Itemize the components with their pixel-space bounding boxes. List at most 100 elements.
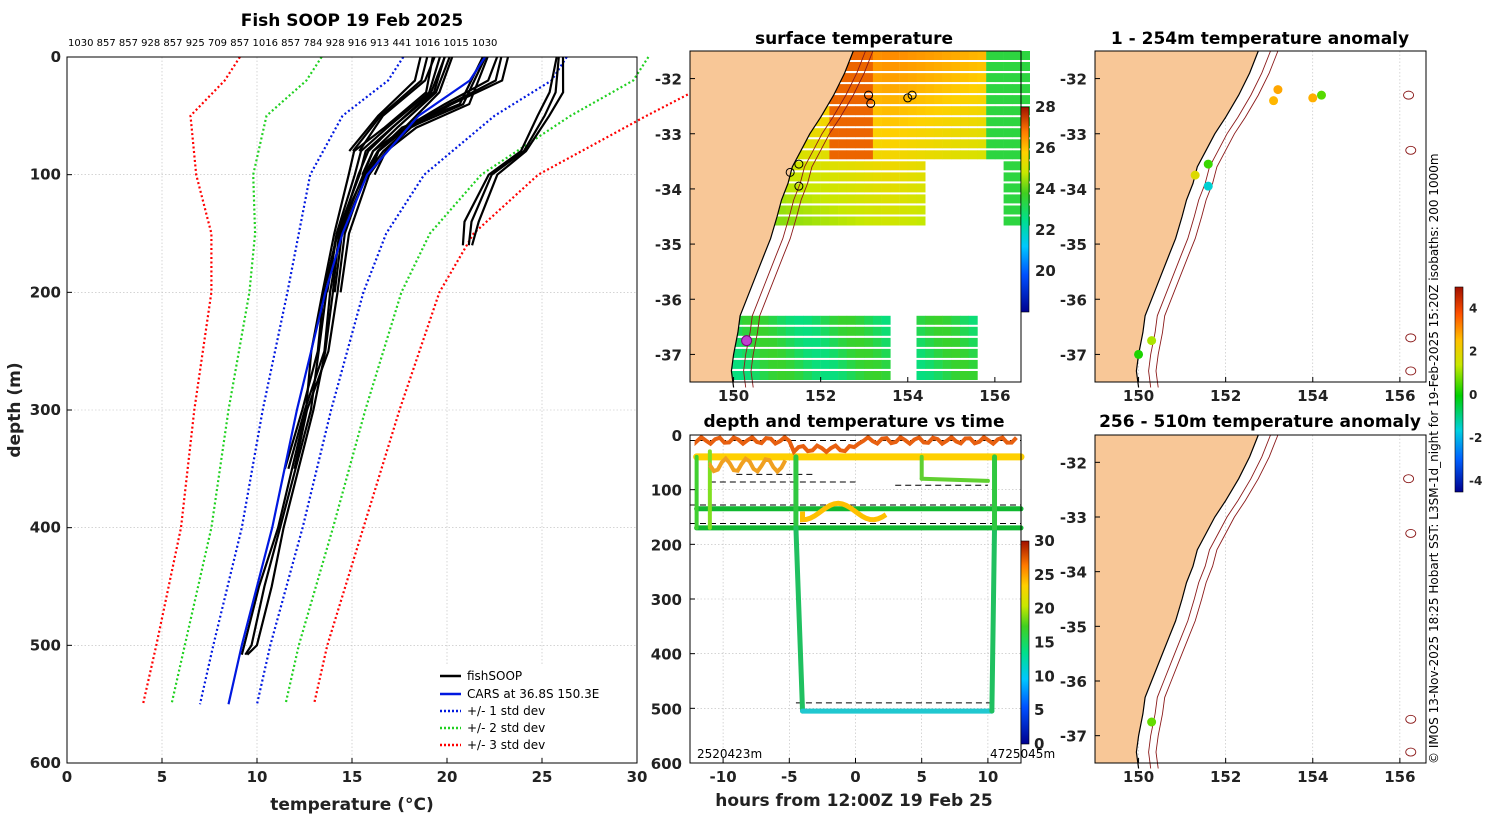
- sst-pixel: [968, 73, 978, 83]
- sst-pixel: [916, 216, 926, 226]
- x-tick-label: 154: [1297, 387, 1328, 405]
- sst-pixel: [864, 337, 874, 347]
- sst-title: surface temperature: [755, 29, 953, 49]
- sst-pixel: [881, 194, 891, 204]
- sst-pixel: [820, 359, 830, 369]
- sst-pixel: [838, 183, 848, 193]
- sst-pixel: [916, 84, 926, 94]
- sst-pixel: [838, 150, 848, 160]
- fish-profile-line: [244, 56, 441, 656]
- sst-pixel: [968, 117, 978, 127]
- sst-pixel: [960, 84, 969, 94]
- sst-pixel: [1003, 183, 1013, 193]
- sst-pixel: [881, 371, 891, 380]
- sst-pixel: [881, 326, 891, 336]
- sst-pixel: [994, 62, 1004, 71]
- sst-pixel: [855, 128, 865, 138]
- x-tick-label: 156: [1384, 768, 1415, 786]
- sst-pixel: [872, 326, 882, 336]
- sst-pixel: [768, 315, 778, 325]
- sst-pixel: [820, 161, 830, 171]
- sst-pixel: [942, 326, 952, 336]
- sst-pixel: [846, 348, 856, 358]
- sst-pixel: [933, 106, 943, 116]
- anomaly-point: [1203, 159, 1213, 169]
- sst-pixel: [820, 348, 830, 358]
- sst-pixel: [960, 95, 969, 105]
- sst-pixel: [838, 194, 848, 204]
- sst-pixel: [829, 117, 839, 127]
- sst-pixel: [968, 95, 978, 105]
- sst-pixel: [785, 216, 795, 226]
- sst-pixel: [855, 183, 865, 193]
- y-tick-label: 0: [51, 48, 61, 66]
- y-tick-label: 600: [651, 755, 682, 773]
- sst-pixel: [977, 106, 987, 116]
- sst-pixel: [899, 161, 909, 171]
- sst-pixel: [872, 106, 882, 116]
- sst-pixel: [951, 51, 961, 60]
- sst-pixel: [838, 205, 848, 215]
- sst-pixel: [968, 348, 978, 358]
- sst-pixel: [907, 73, 917, 83]
- sst-pixel: [890, 95, 900, 105]
- sst-pixel: [855, 337, 865, 347]
- sst-pixel: [811, 128, 821, 138]
- sst-pixel: [872, 161, 882, 171]
- sst-pixel: [960, 117, 969, 127]
- anom-deep-title: 256 - 510m temperature anomaly: [1099, 412, 1421, 432]
- sst-pixel: [968, 139, 978, 149]
- sst-pixel: [803, 194, 813, 204]
- sst-pixel: [864, 139, 874, 149]
- sst-pixel: [1012, 117, 1022, 127]
- sst-pixel: [1012, 161, 1022, 171]
- sst-pixel: [803, 371, 813, 380]
- sst-pixel: [968, 326, 978, 336]
- sst-pixel: [855, 172, 865, 182]
- sst-pixel: [942, 348, 952, 358]
- sst-pixel: [811, 172, 821, 182]
- sst-pixel: [872, 95, 882, 105]
- sst-pixel: [899, 84, 909, 94]
- sst-pixel: [1003, 51, 1013, 60]
- sst-pixel: [960, 371, 969, 380]
- sst-pixel: [899, 106, 909, 116]
- sst-pixel: [829, 359, 839, 369]
- sst-pixel: [986, 150, 996, 160]
- sst-pixel: [960, 337, 969, 347]
- anomaly-point: [1203, 181, 1213, 191]
- sst-pixel: [881, 106, 891, 116]
- sst-pixel: [986, 128, 996, 138]
- sst-pixel: [942, 150, 952, 160]
- sst-pixel: [1003, 95, 1013, 105]
- y-tick-label: -36: [1060, 291, 1087, 309]
- legend-label-std2: +/- 2 std dev: [467, 721, 545, 735]
- sst-pixel: [768, 371, 778, 380]
- sst-pixel: [803, 139, 813, 149]
- y-tick-label: -35: [1060, 618, 1087, 636]
- sst-pixel: [855, 95, 865, 105]
- x-tick-label: 152: [1210, 387, 1241, 405]
- sst-pixel: [829, 95, 839, 105]
- sst-pixel: [968, 150, 978, 160]
- x-tick-label: 15: [342, 768, 363, 786]
- sst-pixel: [1021, 62, 1030, 71]
- cars-mean-line: [227, 56, 486, 705]
- sst-pixel: [742, 359, 752, 369]
- sst-pixel: [1003, 128, 1013, 138]
- sst-pixel: [881, 359, 891, 369]
- sst-pixel: [951, 117, 961, 127]
- sst-pixel: [925, 51, 935, 60]
- sst-pixel: [742, 348, 752, 358]
- station-circle-marker: [794, 159, 804, 169]
- sst-pixel: [838, 315, 848, 325]
- sst-pixel: [881, 95, 891, 105]
- colorbar-tick-label: 15: [1034, 634, 1055, 652]
- x-tick-label: 152: [805, 387, 836, 405]
- sst-pixel: [742, 315, 752, 325]
- sst-pixel: [846, 95, 856, 105]
- sst-pixel: [820, 128, 830, 138]
- sst-pixel: [960, 348, 969, 358]
- sst-pixel: [907, 216, 917, 226]
- sst-pixel: [785, 359, 795, 369]
